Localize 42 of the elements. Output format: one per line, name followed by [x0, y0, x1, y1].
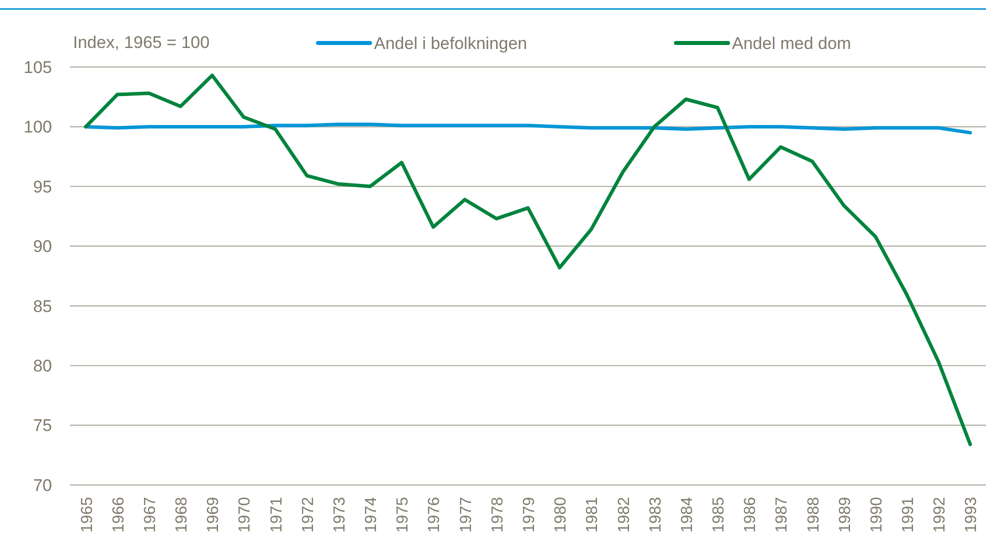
x-tick-label: 1991 [900, 496, 918, 533]
x-tick-label: 1966 [110, 496, 128, 533]
x-tick-label: 1973 [331, 496, 348, 533]
x-tick-label: 1993 [963, 496, 980, 533]
x-tick-label: 1965 [78, 496, 96, 533]
y-tick-label: 80 [33, 356, 52, 376]
x-tick-label: 1978 [489, 496, 506, 533]
x-tick-label: 1968 [174, 496, 191, 533]
x-tick-label: 1975 [394, 496, 412, 533]
x-tick-label: 1983 [647, 496, 664, 533]
x-tick-label: 1967 [142, 496, 159, 533]
x-tick-label: 1977 [458, 496, 475, 533]
x-tick-label: 1974 [363, 496, 380, 533]
x-tick-label: 1969 [205, 496, 222, 533]
x-tick-label: 1987 [774, 496, 791, 533]
y-tick-label: 75 [33, 416, 52, 436]
y-tick-label: 85 [33, 296, 52, 316]
x-tick-label: 1990 [868, 496, 886, 533]
x-tick-label: 1984 [678, 496, 696, 533]
x-tick-label: 1982 [616, 496, 633, 533]
legend-label: Andel med dom [732, 34, 852, 53]
x-tick-label: 1980 [552, 496, 570, 533]
y-tick-label: 95 [33, 177, 52, 196]
x-tick-label: 1979 [521, 496, 538, 533]
y-axis-title: Index, 1965 = 100 [73, 33, 210, 52]
x-tick-label: 1981 [584, 496, 602, 533]
x-tick-label: 1988 [805, 496, 822, 533]
legend-label: Andel i befolkningen [374, 34, 528, 53]
x-tick-label: 1970 [236, 496, 254, 533]
y-tick-label: 90 [33, 237, 52, 256]
x-tick-label: 1971 [268, 496, 286, 533]
x-tick-label: 1985 [710, 496, 728, 533]
y-tick-label: 70 [33, 476, 52, 495]
y-tick-label: 105 [24, 58, 52, 77]
x-tick-label: 1989 [836, 496, 854, 533]
line-series [84, 122, 972, 134]
x-tick-label: 1986 [742, 496, 760, 533]
line-series [84, 74, 972, 446]
x-tick-label: 1972 [300, 496, 317, 533]
x-tick-label: 1976 [426, 496, 444, 533]
x-tick-label: 1992 [932, 496, 949, 533]
y-tick-label: 100 [24, 118, 52, 137]
